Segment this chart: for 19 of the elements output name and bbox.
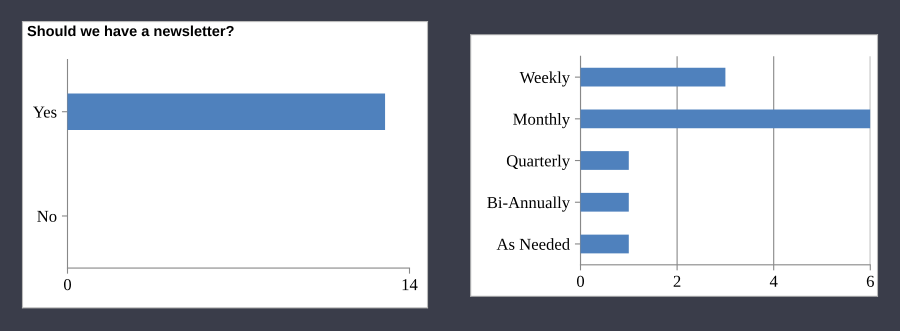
y-tick-label: No xyxy=(37,210,56,222)
x-tick-label: 0 xyxy=(576,276,584,287)
x-tick-label: 2 xyxy=(674,276,680,287)
x-tick-label: 14 xyxy=(402,279,418,290)
bar xyxy=(580,151,629,170)
bar xyxy=(580,234,629,254)
x-tick-label: 0 xyxy=(64,279,72,290)
x-tick-label: 4 xyxy=(770,276,778,287)
bar xyxy=(580,192,629,212)
x-tick-label: 6 xyxy=(866,276,874,287)
y-tick-label: Weekly xyxy=(520,71,570,86)
bar xyxy=(580,109,870,128)
y-tick-label: Yes xyxy=(33,106,56,118)
bar xyxy=(580,68,726,87)
y-tick-label: Quarterly xyxy=(506,154,570,170)
y-tick-label: As Needed xyxy=(496,238,570,250)
chart-title: Should we have a newsletter? xyxy=(27,25,234,36)
y-tick-label: Bi-Annually xyxy=(487,196,570,212)
y-tick-label: Monthly xyxy=(513,113,570,128)
